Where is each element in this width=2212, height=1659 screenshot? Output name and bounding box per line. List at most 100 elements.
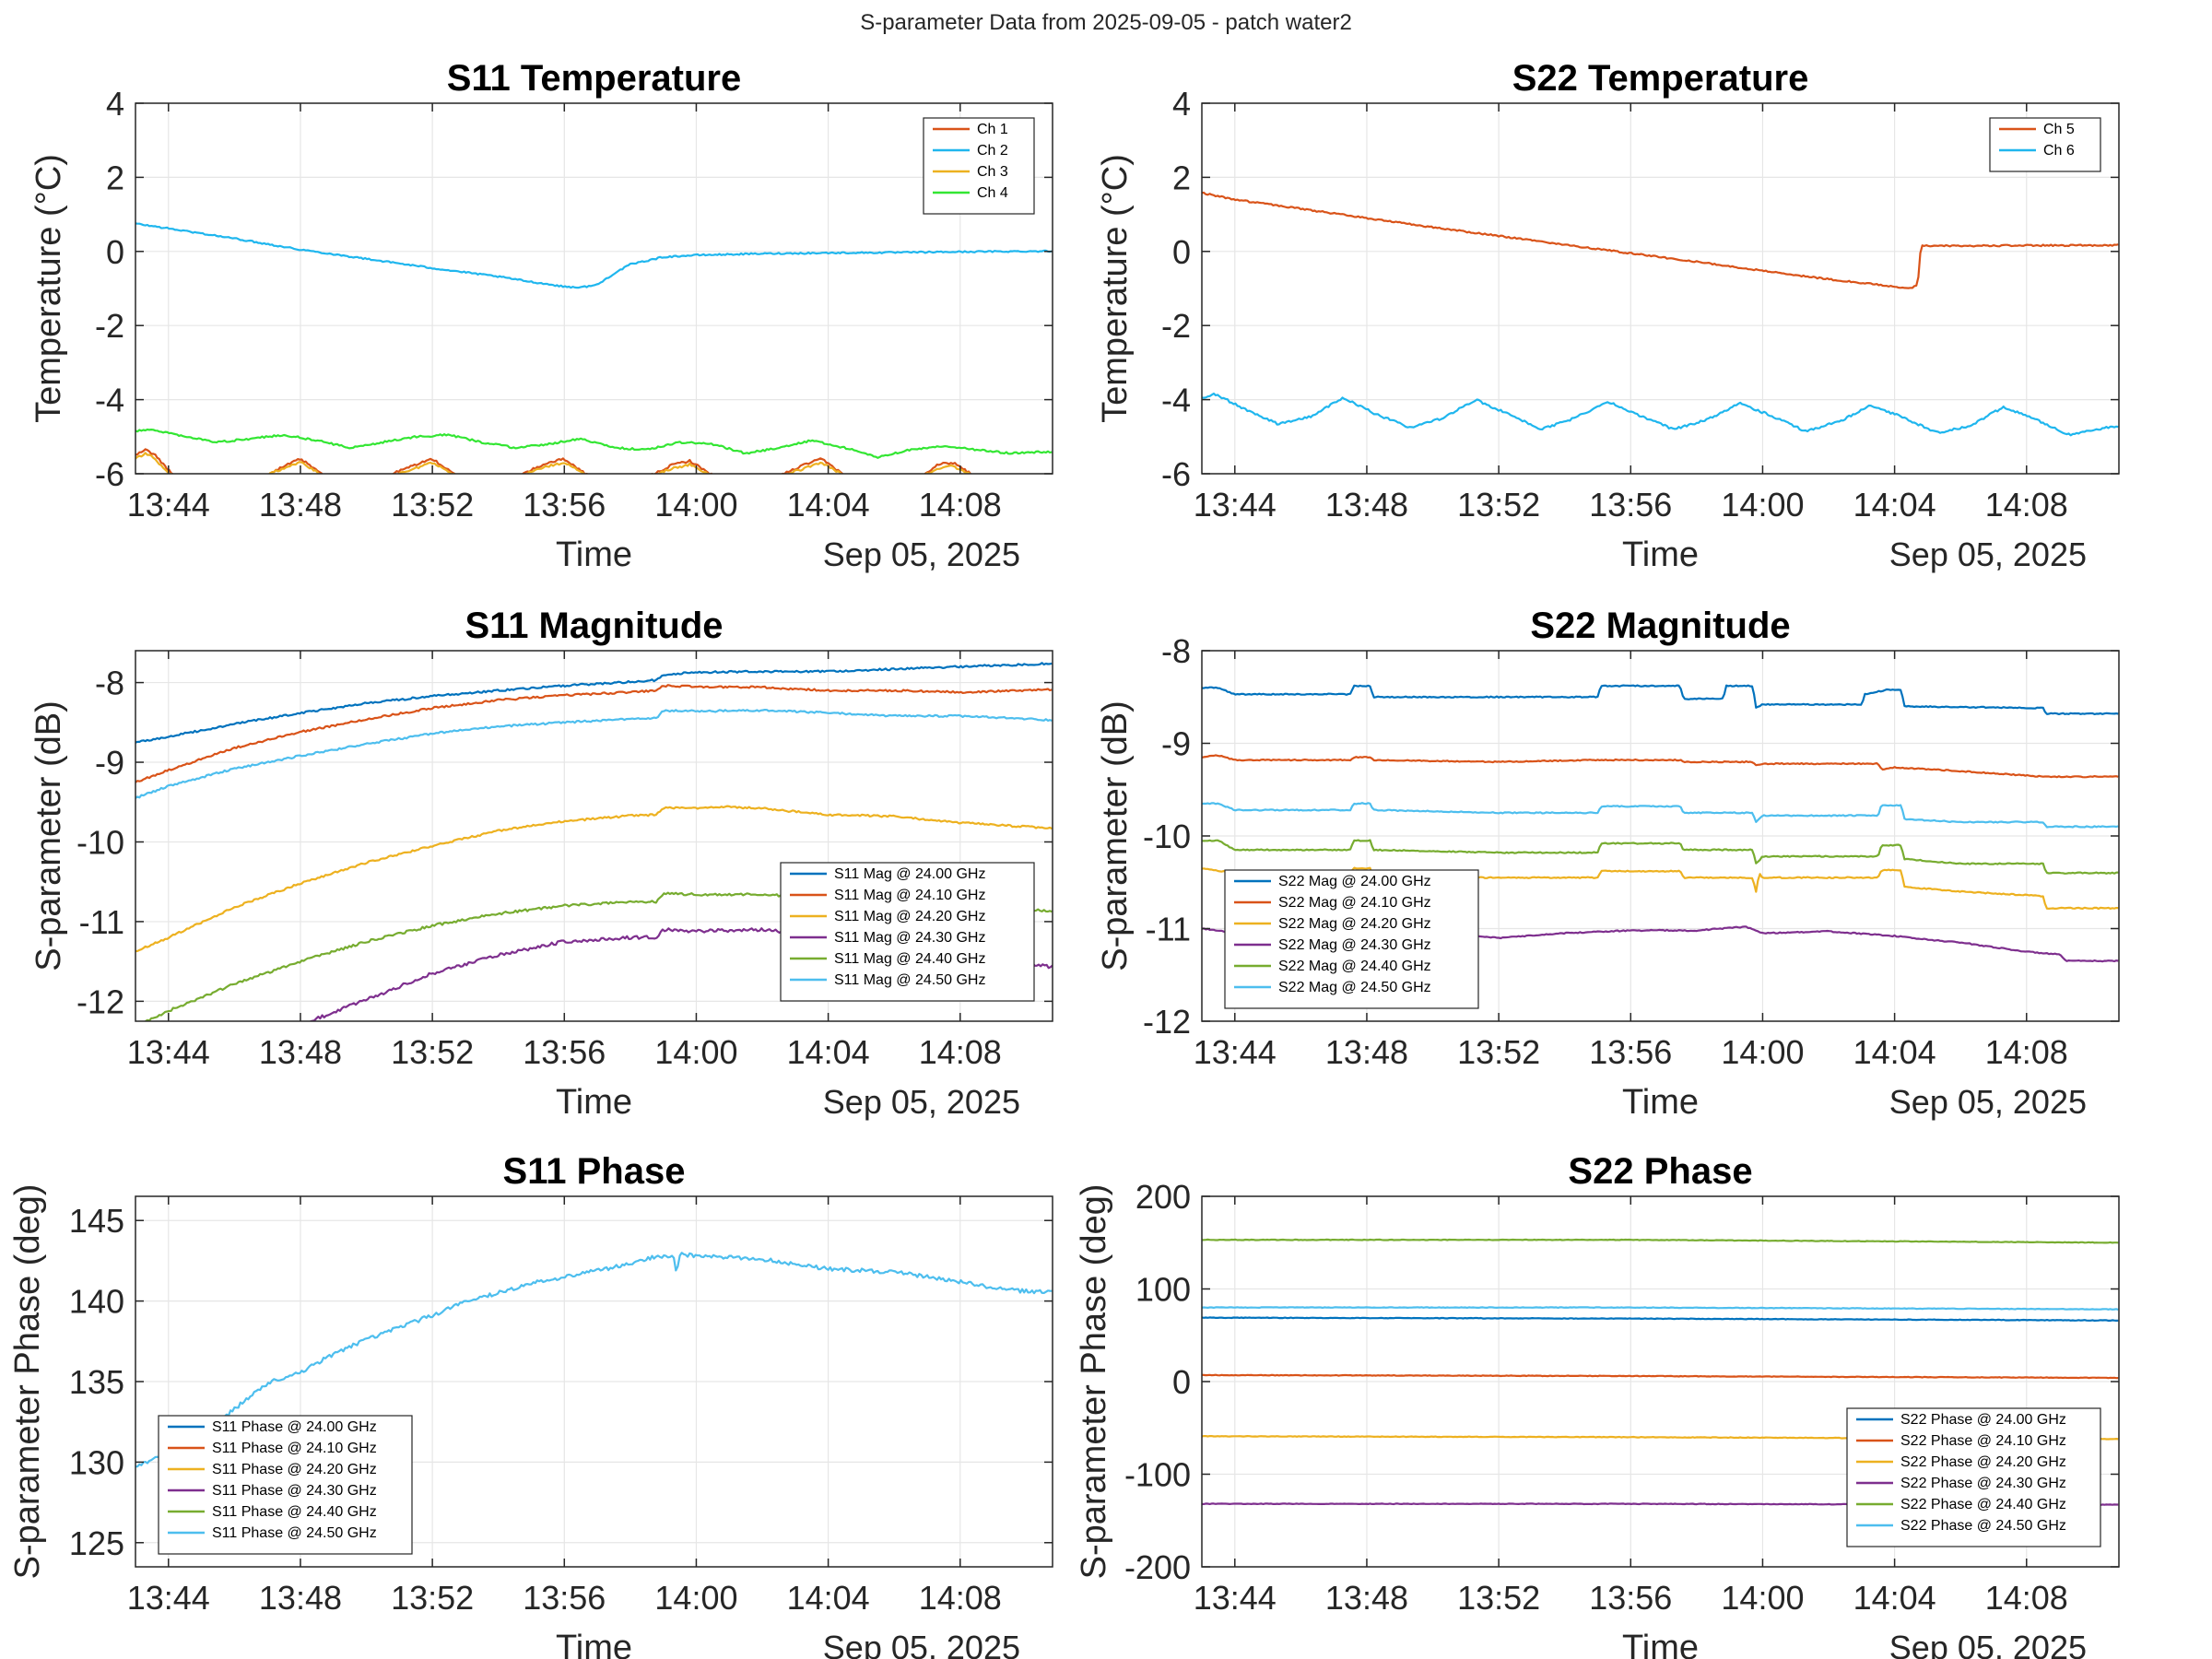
x-tick-label: 14:08	[919, 486, 1002, 524]
x-axis-label: Time	[1622, 1083, 1699, 1122]
legend: S11 Mag @ 24.00 GHz S11 Mag @ 24.10 GHz S1…	[780, 862, 1035, 1002]
y-tick-label: 4	[106, 85, 124, 123]
legend: Ch 1 Ch 2 Ch 3 Ch 4	[923, 117, 1035, 215]
legend: Ch 5 Ch 6	[1989, 117, 2101, 172]
legend-label: S22 Mag @ 24.30 GHz	[1278, 937, 1431, 953]
plot-area	[1202, 103, 2119, 474]
y-tick-label: -12	[1143, 1003, 1191, 1041]
x-tick-label: 13:44	[1194, 1579, 1277, 1617]
y-tick-label: 100	[1135, 1271, 1191, 1309]
series-line-1	[135, 662, 1053, 744]
x-tick-label: 13:48	[1325, 486, 1408, 524]
plot-area	[135, 103, 1053, 474]
series-line-2	[1202, 754, 2119, 779]
legend-label: S11 Mag @ 24.10 GHz	[834, 888, 985, 903]
x-axis-label: Time	[556, 535, 632, 574]
x-tick-label: 13:44	[1194, 486, 1277, 524]
y-axis-label: S-parameter (dB)	[1096, 700, 1135, 971]
series-line-6	[1202, 1306, 2119, 1311]
x-tick-label: 13:52	[391, 486, 474, 524]
x-tick-label: 13:52	[391, 1579, 474, 1617]
chart-s22-temp: 13:44 13:48 13:52 13:56 14:00 14:04 14:08 4 2 0 -2…	[1096, 58, 2120, 574]
series-line-2	[1202, 392, 2119, 437]
legend-label: S11 Phase @ 24.20 GHz	[212, 1462, 377, 1477]
legend-label: S11 Mag @ 24.00 GHz	[834, 866, 985, 882]
y-tick-label: -11	[1146, 911, 1191, 948]
legend: S22 Mag @ 24.00 GHz S22 Mag @ 24.10 GHz S2…	[1224, 869, 1479, 1009]
y-tick-label: 4	[1172, 85, 1191, 123]
x-tick-label: 14:08	[1985, 1579, 2068, 1617]
x-tick-label: 13:48	[259, 1579, 342, 1617]
y-tick-label: -11	[79, 903, 124, 941]
legend-label: Ch 6	[2043, 143, 2075, 159]
y-tick-label: 2	[106, 159, 124, 196]
chart-title: S22 Temperature	[1512, 58, 1809, 99]
legend-box	[1846, 1407, 2101, 1547]
series-line-5	[1202, 1238, 2119, 1244]
series-group	[135, 1252, 1053, 1468]
x-tick-label: 13:56	[523, 1033, 606, 1071]
y-axis-label: S-parameter (dB)	[29, 700, 68, 971]
y-axis-label: Temperature (°C)	[1096, 154, 1135, 423]
x-tick-label: 13:48	[1325, 1033, 1408, 1071]
legend-label: S11 Phase @ 24.50 GHz	[212, 1525, 377, 1541]
legend-label: S22 Mag @ 24.20 GHz	[1278, 916, 1431, 932]
legend-label: S11 Mag @ 24.50 GHz	[834, 972, 985, 988]
legend-label: S22 Phase @ 24.30 GHz	[1900, 1476, 2066, 1491]
series-line-6	[1202, 802, 2119, 829]
date-label: Sep 05, 2025	[1889, 1083, 2087, 1121]
legend-label: S11 Phase @ 24.10 GHz	[212, 1441, 377, 1456]
legend-box	[1989, 117, 2101, 172]
y-tick-label: 0	[106, 233, 124, 271]
y-tick-label: -6	[1161, 455, 1191, 493]
legend: S22 Phase @ 24.00 GHz S22 Phase @ 24.10 G…	[1846, 1407, 2101, 1547]
chart-title: S11 Phase	[503, 1151, 686, 1192]
legend-label: S22 Phase @ 24.50 GHz	[1900, 1518, 2066, 1534]
x-tick-label: 14:00	[1721, 1579, 1804, 1617]
series-line-1	[1202, 1316, 2119, 1322]
legend-label: S22 Phase @ 24.40 GHz	[1900, 1497, 2066, 1512]
x-tick-label: 13:52	[1457, 1033, 1540, 1071]
x-tick-label: 13:52	[1457, 1579, 1540, 1617]
y-tick-label: -10	[76, 823, 124, 861]
legend-box	[158, 1415, 413, 1555]
date-label: Sep 05, 2025	[823, 1629, 1020, 1659]
x-tick-label: 13:56	[1589, 486, 1672, 524]
chart-s22-mag: 13:44 13:48 13:52 13:56 14:00 14:04 14:08 -8 -9 -…	[1096, 606, 2120, 1122]
series-line-1	[1202, 684, 2119, 715]
legend-box	[1224, 869, 1479, 1009]
x-tick-label: 13:52	[391, 1033, 474, 1071]
axes-box	[1201, 102, 2120, 475]
legend-label: S22 Mag @ 24.50 GHz	[1278, 980, 1431, 995]
y-axis-label: Temperature (°C)	[29, 154, 68, 423]
legend-label: S11 Phase @ 24.40 GHz	[212, 1504, 377, 1520]
y-tick-label: -100	[1124, 1456, 1191, 1494]
chart-s11-temp: 13:44 13:48 13:52 13:56 14:00 14:04 14:08 4 2 0 -2…	[29, 58, 1053, 574]
x-tick-label: 13:44	[127, 1579, 210, 1617]
x-tick-label: 14:04	[787, 1579, 870, 1617]
x-tick-label: 13:48	[1325, 1579, 1408, 1617]
y-tick-label: -2	[95, 307, 124, 345]
series-line-3	[135, 452, 971, 474]
x-tick-label: 14:08	[919, 1579, 1002, 1617]
legend-label: S22 Phase @ 24.00 GHz	[1900, 1412, 2066, 1428]
legend-label: S22 Phase @ 24.10 GHz	[1900, 1433, 2066, 1449]
x-tick-label: 14:00	[654, 486, 737, 524]
date-label: Sep 05, 2025	[823, 535, 1020, 573]
x-tick-label: 14:08	[1985, 1033, 2068, 1071]
y-tick-label: -200	[1124, 1548, 1191, 1586]
legend-label: Ch 1	[977, 122, 1008, 137]
x-tick-label: 14:00	[654, 1579, 737, 1617]
x-axis-label: Time	[556, 1083, 632, 1122]
legend-label: S22 Mag @ 24.10 GHz	[1278, 895, 1431, 911]
x-tick-label: 13:56	[523, 486, 606, 524]
y-tick-label: 140	[69, 1283, 124, 1321]
legend-label: S22 Phase @ 24.20 GHz	[1900, 1454, 2066, 1470]
axes-box	[135, 650, 1053, 1022]
chart-s11-mag: 13:44 13:48 13:52 13:56 14:00 14:04 14:08 -8 -9 -…	[29, 606, 1053, 1122]
series-group	[1202, 1238, 2119, 1506]
chart-title: S22 Phase	[1568, 1151, 1752, 1192]
x-axis-label: Time	[1622, 535, 1699, 574]
date-label: Sep 05, 2025	[1889, 535, 2087, 573]
